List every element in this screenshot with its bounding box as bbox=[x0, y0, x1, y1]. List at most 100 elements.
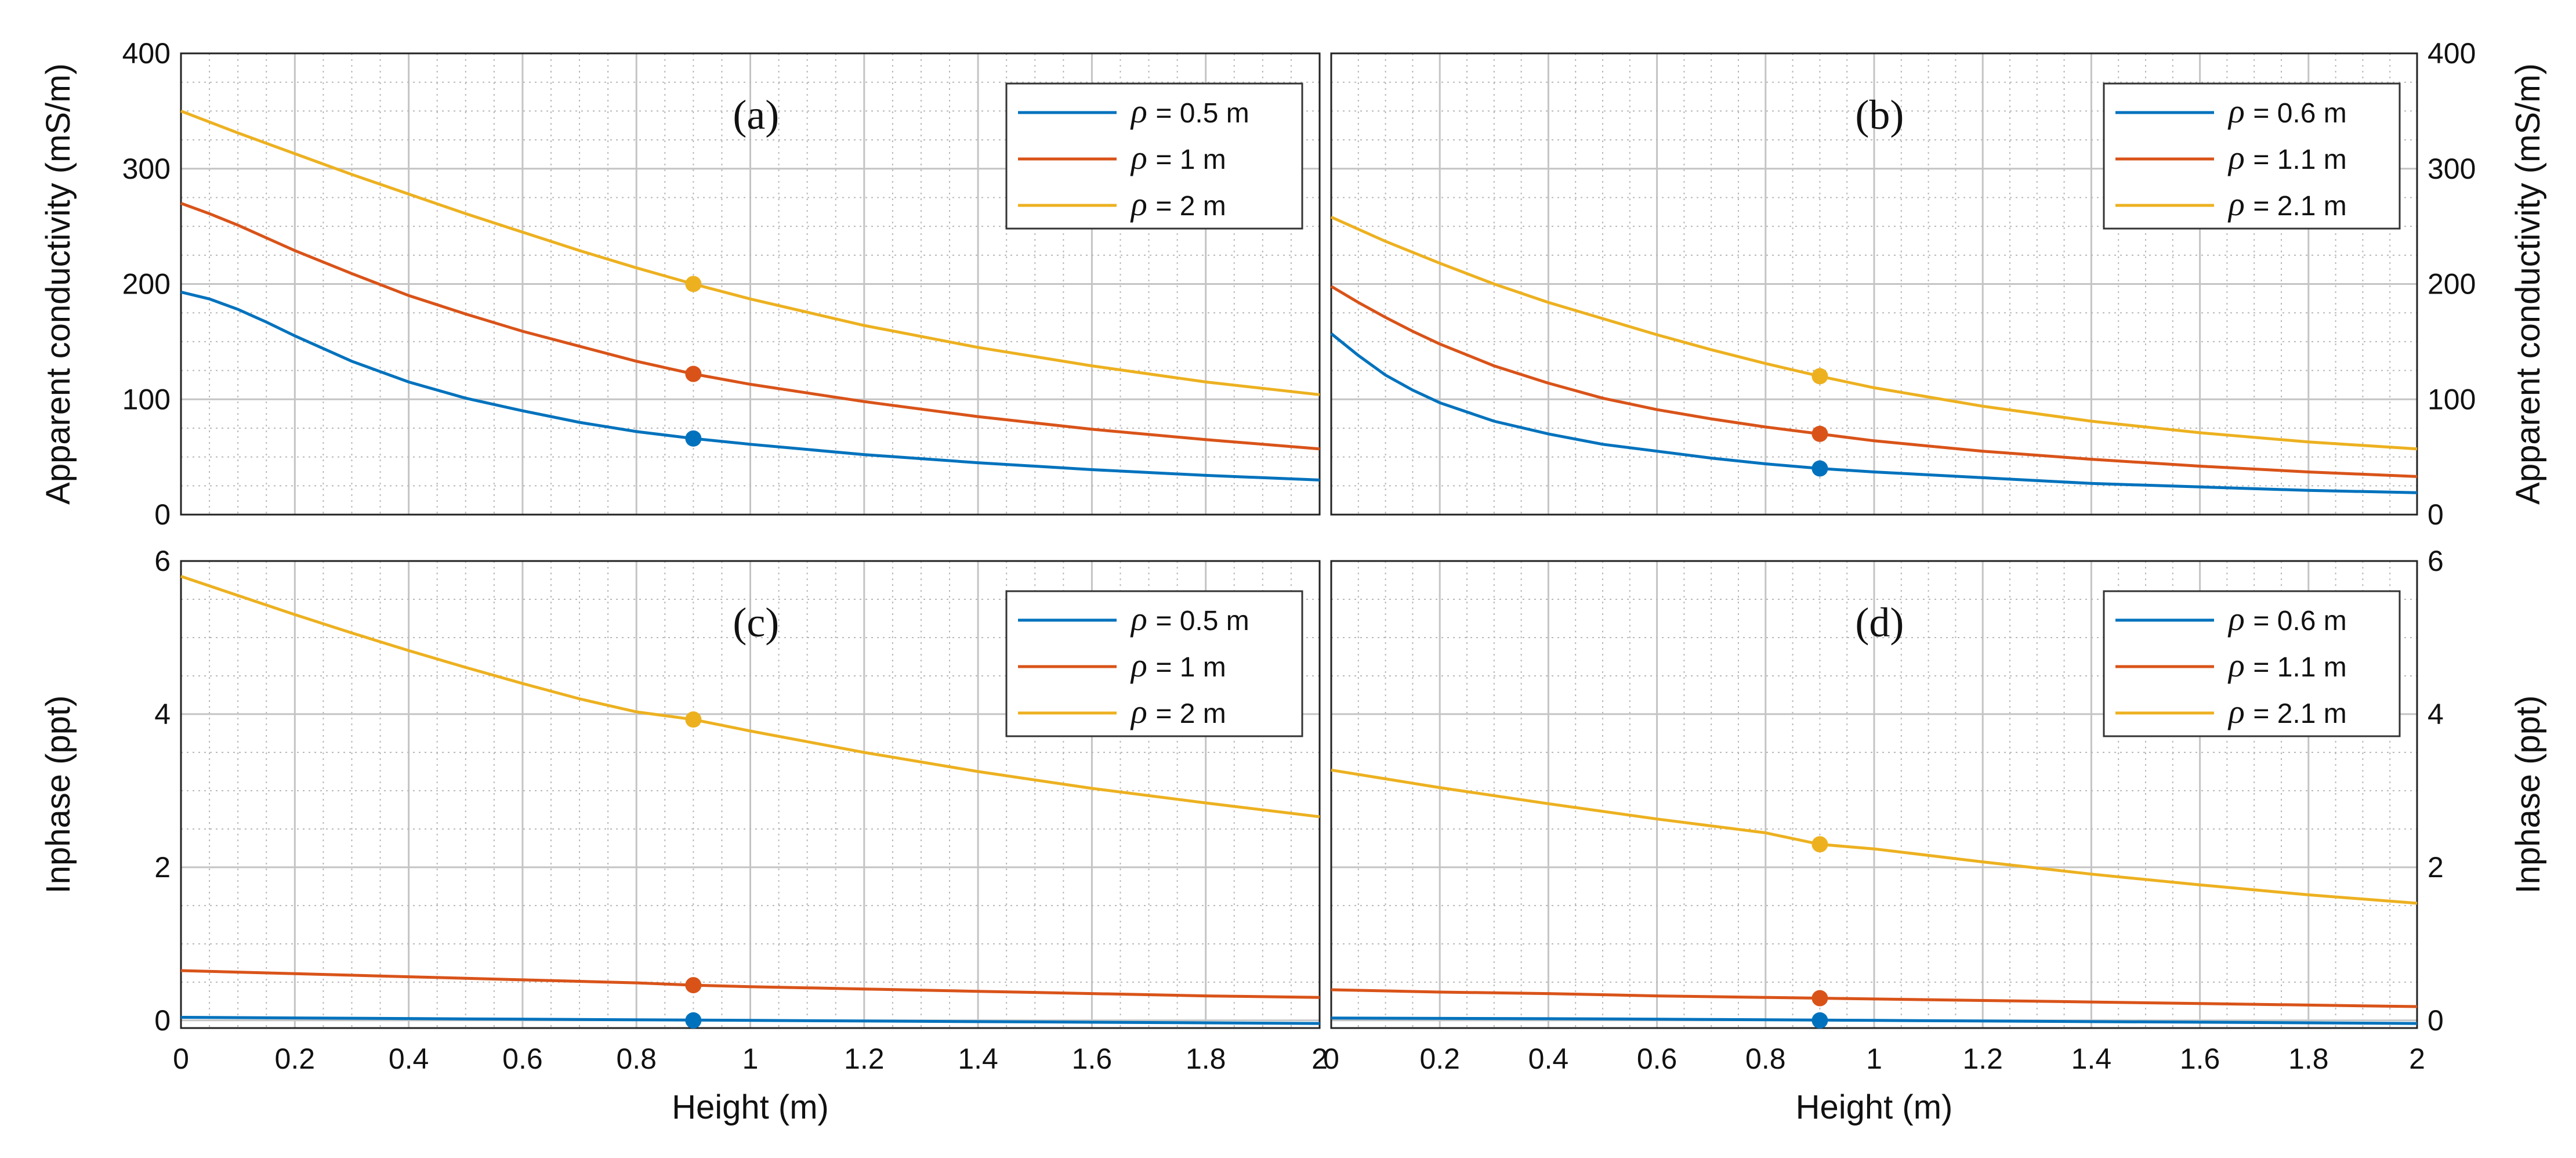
legend: ρ = 0.6 m ρ = 1.1 m ρ = 2.1 m bbox=[2103, 590, 2401, 737]
chart-panel-2: 0 100 200 300 400 Apparent conductivity (mS/m… bbox=[1330, 37, 2547, 531]
x-tick-label: 0 bbox=[173, 1043, 189, 1075]
axes-frame bbox=[180, 560, 1321, 1029]
series-line-3 bbox=[1331, 768, 2418, 905]
y-tick-label: 6 bbox=[2428, 545, 2444, 577]
y-tick-label: 200 bbox=[122, 268, 171, 301]
y-tick-label: 400 bbox=[2428, 37, 2476, 70]
x-tick-label: 0 bbox=[1323, 1043, 1339, 1075]
series-line-1 bbox=[1330, 332, 2418, 494]
x-tick-label: 1.2 bbox=[1962, 1043, 2003, 1075]
legend-entry: ρ = 0.5 m bbox=[1130, 92, 1249, 130]
x-tick-label: 0.2 bbox=[275, 1043, 316, 1075]
legend-entry: ρ = 0.6 m bbox=[2227, 600, 2347, 638]
series-marker-2 bbox=[1811, 990, 1828, 1007]
series-line-3 bbox=[180, 110, 1320, 396]
series-line-2 bbox=[180, 969, 1320, 999]
series-marker-3 bbox=[685, 276, 702, 292]
legend-entry: ρ = 1 m bbox=[1130, 139, 1226, 176]
x-tick-label: 1.8 bbox=[2288, 1043, 2329, 1075]
y-tick-label: 100 bbox=[122, 383, 171, 415]
y-tick-label: 100 bbox=[2428, 383, 2476, 415]
x-tick-label: 1.6 bbox=[2180, 1043, 2220, 1075]
series-marker-3 bbox=[1811, 368, 1828, 385]
x-tick-label: 2 bbox=[2409, 1043, 2425, 1075]
y-tick-label: 300 bbox=[122, 153, 171, 185]
x-tick-label: 1.2 bbox=[844, 1043, 885, 1075]
series-marker-2 bbox=[685, 977, 702, 994]
panel-label: (a) bbox=[733, 92, 779, 138]
series-line-1 bbox=[180, 290, 1320, 482]
x-tick-label: 0.2 bbox=[1419, 1043, 1460, 1075]
chart-panel-1: 0 100 200 300 400 Apparent conductivity (mS/m… bbox=[39, 37, 1321, 531]
legend-entry: ρ = 2 m bbox=[1130, 693, 1226, 730]
y-tick-label: 4 bbox=[2428, 698, 2444, 730]
legend-entry: ρ = 2.1 m bbox=[2227, 693, 2347, 730]
legend: ρ = 0.6 m ρ = 1.1 m ρ = 2.1 m bbox=[2103, 82, 2401, 230]
y-tick-label: 2 bbox=[154, 851, 171, 884]
legend-entry: ρ = 1 m bbox=[1130, 646, 1226, 684]
series-line-2 bbox=[180, 202, 1320, 451]
legend-entry: ρ = 2.1 m bbox=[2227, 185, 2347, 223]
x-tick-label: 1.4 bbox=[2071, 1043, 2112, 1075]
legend-entry: ρ = 0.6 m bbox=[2227, 92, 2347, 130]
series-marker-3 bbox=[685, 711, 702, 728]
y-tick-label: 400 bbox=[122, 37, 171, 70]
series-marker-1 bbox=[1811, 1012, 1828, 1029]
x-tick-label: 1 bbox=[1866, 1043, 1882, 1075]
axes-frame bbox=[1330, 560, 2418, 1029]
series-line-3 bbox=[1330, 215, 2418, 451]
y-tick-label: 200 bbox=[2428, 268, 2476, 301]
y-tick-label: 2 bbox=[2428, 851, 2444, 884]
x-tick-label: 1.8 bbox=[1186, 1043, 1226, 1075]
y-tick-label: 0 bbox=[154, 1004, 171, 1037]
legend: ρ = 0.5 m ρ = 1 m ρ = 2 m bbox=[1005, 82, 1303, 230]
y-tick-label: 6 bbox=[154, 545, 171, 577]
x-tick-label: 1 bbox=[742, 1043, 759, 1075]
x-tick-label: 2 bbox=[1311, 1043, 1328, 1075]
legend-entry: ρ = 0.5 m bbox=[1130, 600, 1249, 638]
x-axis-title: Height (m) bbox=[1796, 1088, 1953, 1126]
series-marker-1 bbox=[685, 1012, 702, 1029]
y-tick-label: 300 bbox=[2428, 153, 2476, 185]
series-marker-2 bbox=[1811, 425, 1828, 442]
panel-label: (b) bbox=[1855, 92, 1904, 138]
y-tick-label: 0 bbox=[2428, 498, 2444, 531]
y-tick-label: 0 bbox=[2428, 1004, 2444, 1037]
y-tick-label: 0 bbox=[154, 498, 171, 531]
series-line-2 bbox=[1331, 988, 2418, 1008]
x-axis-title: Height (m) bbox=[672, 1088, 829, 1126]
axes-frame bbox=[180, 52, 1321, 516]
panel-label: (c) bbox=[733, 599, 779, 646]
panel-label: (d) bbox=[1855, 599, 1904, 646]
x-tick-label: 1.4 bbox=[958, 1043, 998, 1075]
series-marker-3 bbox=[1811, 836, 1828, 853]
x-tick-label: 0.4 bbox=[389, 1043, 429, 1075]
legend-entry: ρ = 2 m bbox=[1130, 185, 1226, 223]
legend-entry: ρ = 1.1 m bbox=[2227, 139, 2347, 176]
series-marker-1 bbox=[1811, 460, 1828, 477]
y-axis-title: Inphase (ppt) bbox=[39, 696, 77, 894]
x-tick-label: 0.6 bbox=[502, 1043, 543, 1075]
legend-entry: ρ = 1.1 m bbox=[2227, 646, 2347, 684]
series-line-2 bbox=[1330, 285, 2418, 478]
series-marker-2 bbox=[685, 366, 702, 382]
y-axis-title: Apparent conductivity (mS/m) bbox=[39, 63, 77, 505]
x-tick-label: 0.8 bbox=[616, 1043, 657, 1075]
y-axis-title: Inphase (ppt) bbox=[2509, 696, 2547, 894]
legend: ρ = 0.5 m ρ = 1 m ρ = 2 m bbox=[1005, 590, 1303, 737]
x-tick-label: 0.4 bbox=[1528, 1043, 1569, 1075]
x-tick-label: 0.8 bbox=[1745, 1043, 1786, 1075]
y-axis-title: Apparent conductivity (mS/m) bbox=[2509, 63, 2547, 505]
x-tick-label: 1.6 bbox=[1072, 1043, 1113, 1075]
axes-frame bbox=[1330, 52, 2418, 516]
series-line-1 bbox=[180, 1016, 1320, 1025]
x-tick-label: 0.6 bbox=[1637, 1043, 1678, 1075]
chart-panel-3: 0 0.2 0.4 0.6 0.8 1 1.2 1.4 1.6 1.8 2 0 2 4 6 Height (m… bbox=[39, 545, 1328, 1126]
series-line-1 bbox=[1331, 1016, 2418, 1025]
series-line-3 bbox=[180, 575, 1320, 819]
series-marker-1 bbox=[685, 430, 702, 447]
y-tick-label: 4 bbox=[154, 698, 171, 730]
